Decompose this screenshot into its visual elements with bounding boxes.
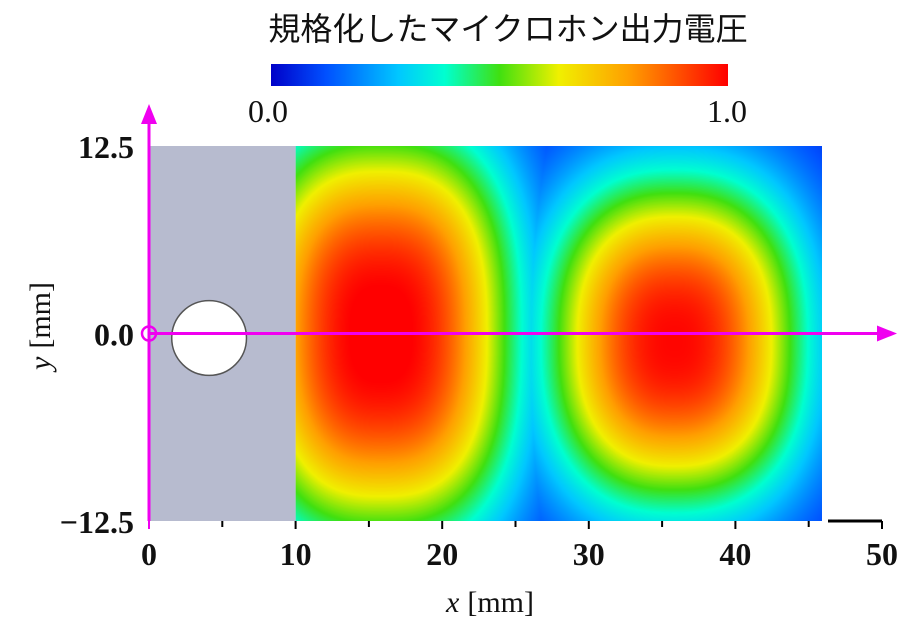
colorbar-min-label: 0.0: [248, 93, 288, 129]
x-tick-label: 50: [866, 536, 898, 572]
y-tick-label: 12.5: [78, 129, 134, 165]
x-axis-arrow: [877, 325, 897, 342]
y-axis-arrow: [141, 104, 157, 124]
y-tick-label: 0.0: [94, 317, 134, 353]
axes: [140, 104, 897, 529]
colorbar: [271, 64, 728, 86]
x-tick-label: 10: [280, 536, 312, 572]
origin-marker: [140, 325, 158, 342]
x-axis-label: x [mm]: [445, 586, 534, 619]
x-axis-label-unit: [mm]: [467, 586, 534, 619]
x-tick-marks: [148, 521, 883, 529]
x-tick-labels: 0 10 20 30 40 50: [141, 536, 898, 572]
y-axis-label-unit: [mm]: [24, 282, 57, 349]
x-tick-label: 30: [573, 536, 605, 572]
y-axis-label-var: y: [24, 356, 57, 373]
chart-title: 規格化したマイクロホン出力電圧: [268, 10, 747, 48]
y-tick-labels: 12.5 0.0 −12.5: [60, 129, 134, 540]
x-tick-label: 0: [141, 536, 157, 572]
x-axis-label-var: x: [445, 586, 460, 619]
x-tick-label: 20: [426, 536, 458, 572]
colorbar-max-label: 1.0: [707, 93, 747, 129]
y-tick-label: −12.5: [60, 504, 134, 540]
hole-circle: [170, 299, 248, 377]
x-tick-label: 40: [719, 536, 751, 572]
y-axis-label: y [mm]: [24, 282, 57, 373]
